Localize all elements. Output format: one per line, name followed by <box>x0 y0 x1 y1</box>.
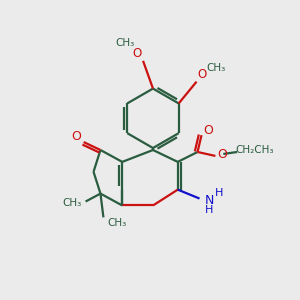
Text: CH₃: CH₃ <box>207 63 226 73</box>
Text: CH₃: CH₃ <box>62 199 81 208</box>
Text: CH₂CH₃: CH₂CH₃ <box>236 145 274 155</box>
Text: CH₃: CH₃ <box>116 38 135 48</box>
Text: H: H <box>215 188 224 198</box>
Text: H: H <box>205 206 214 215</box>
Text: O: O <box>218 148 227 161</box>
Text: O: O <box>71 130 81 142</box>
Text: O: O <box>133 47 142 60</box>
Text: O: O <box>203 124 213 137</box>
Text: CH₃: CH₃ <box>108 218 127 228</box>
Text: N: N <box>205 194 214 207</box>
Text: O: O <box>198 68 207 81</box>
